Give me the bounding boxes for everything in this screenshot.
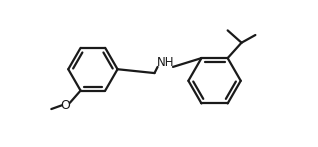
Text: O: O	[60, 99, 70, 112]
Text: NH: NH	[156, 56, 174, 69]
